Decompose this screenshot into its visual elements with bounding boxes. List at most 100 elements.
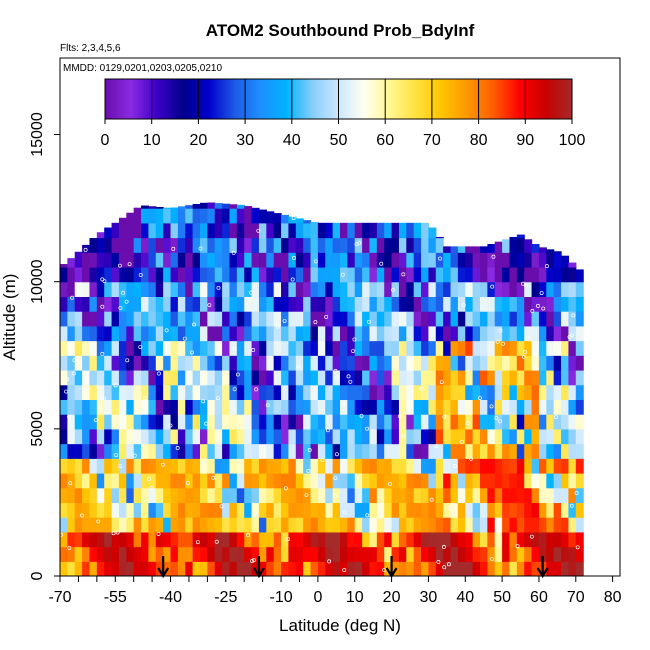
heatmap-cell: [384, 369, 393, 386]
heatmap-cell: [325, 546, 334, 562]
heatmap-cell: [317, 399, 326, 415]
heatmap-cell: [148, 281, 157, 297]
sample-point: [575, 545, 580, 550]
heatmap-cell: [443, 546, 452, 562]
heatmap-cell: [163, 296, 172, 312]
heatmap-cell: [487, 531, 496, 548]
heatmap-cell: [67, 487, 76, 504]
heatmap-cell: [465, 369, 474, 386]
heatmap-cell: [354, 561, 363, 576]
heatmap-cell: [229, 414, 238, 430]
heatmap-cell: [207, 237, 216, 253]
heatmap-cell: [148, 222, 157, 239]
heatmap-cell: [207, 325, 216, 342]
heatmap-cell: [177, 546, 186, 562]
heatmap-cell: [450, 311, 459, 327]
heatmap-cell: [229, 281, 238, 297]
heatmap-cell: [229, 517, 238, 533]
sample-point: [346, 374, 351, 379]
heatmap-cell: [96, 311, 105, 327]
heatmap-cell: [524, 458, 533, 474]
heatmap-cell: [266, 211, 275, 224]
sample-point: [118, 305, 123, 310]
heatmap-cell: [74, 325, 83, 342]
heatmap-cell: [177, 311, 186, 327]
heatmap-cell: [74, 517, 83, 533]
heatmap-cell: [251, 207, 260, 209]
sample-point: [125, 358, 130, 363]
sample-point: [530, 309, 535, 313]
heatmap-cell: [546, 340, 555, 356]
heatmap-cell: [200, 414, 208, 430]
heatmap-cell: [340, 531, 348, 548]
heatmap-cell: [192, 414, 201, 430]
heatmap-cell: [502, 517, 511, 533]
heatmap-cell: [133, 531, 142, 548]
heatmap-cell: [104, 561, 113, 576]
heatmap-cell: [303, 340, 312, 356]
x-tick-label: -55: [104, 589, 127, 606]
heatmap-cell: [192, 208, 201, 224]
heatmap-cell: [376, 561, 385, 576]
heatmap-cell: [406, 443, 415, 459]
heatmap-cell: [376, 531, 385, 548]
heatmap-cell: [273, 252, 282, 268]
heatmap-cell: [391, 369, 400, 386]
heatmap-cell: [251, 458, 260, 474]
heatmap-cell: [428, 296, 437, 312]
heatmap-cell: [516, 311, 525, 327]
heatmap-cell: [362, 369, 371, 386]
heatmap-cell: [89, 325, 98, 342]
heatmap-cell: [177, 266, 186, 283]
heatmap-cell: [96, 502, 105, 518]
heatmap-cell: [340, 472, 348, 489]
sample-point: [121, 290, 126, 295]
heatmap-cell: [96, 369, 105, 386]
heatmap-cell: [214, 369, 223, 386]
heatmap-cell: [67, 369, 76, 386]
heatmap-cell: [538, 311, 547, 327]
heatmap-cell: [428, 472, 437, 489]
heatmap-cell: [251, 414, 260, 430]
heatmap-cell: [185, 252, 194, 268]
heatmap-cell: [465, 281, 474, 297]
heatmap-cell: [421, 369, 430, 386]
heatmap-cell: [207, 384, 216, 401]
heatmap-cell: [170, 355, 179, 371]
heatmap-cell: [258, 311, 267, 327]
heatmap-cell: [465, 399, 474, 415]
heatmap-cell: [244, 561, 253, 576]
heatmap-cell: [391, 340, 400, 356]
heatmap-cell: [369, 252, 378, 268]
heatmap-cell: [406, 296, 415, 312]
heatmap-cell: [362, 428, 371, 445]
sample-point: [219, 504, 224, 509]
heatmap-cell: [229, 399, 238, 415]
heatmap-cell: [82, 355, 91, 371]
heatmap-cell: [325, 384, 334, 401]
heatmap-cell: [561, 369, 570, 386]
heatmap-cell: [450, 428, 459, 445]
x-tick-label: 60: [530, 589, 548, 606]
heatmap-cell: [148, 340, 157, 356]
heatmap-cell: [480, 281, 488, 297]
heatmap-cell: [546, 561, 555, 576]
heatmap-cell: [104, 399, 113, 415]
heatmap-cell: [531, 546, 540, 562]
sample-point: [390, 287, 395, 292]
heatmap-cell: [443, 281, 452, 297]
heatmap-cell: [163, 369, 172, 386]
heatmap-cell: [200, 237, 208, 253]
heatmap-cell: [384, 281, 393, 297]
heatmap-cell: [163, 384, 172, 401]
heatmap-cell: [568, 487, 577, 504]
heatmap-cell: [376, 487, 385, 504]
heatmap-cell: [524, 239, 533, 253]
heatmap-cell: [111, 281, 120, 297]
heatmap-cell: [480, 369, 488, 386]
heatmap-cell: [273, 213, 282, 224]
heatmap-cell: [369, 443, 378, 459]
heatmap-cell: [369, 340, 378, 356]
heatmap-cell: [214, 561, 223, 576]
heatmap-cell: [325, 340, 334, 356]
